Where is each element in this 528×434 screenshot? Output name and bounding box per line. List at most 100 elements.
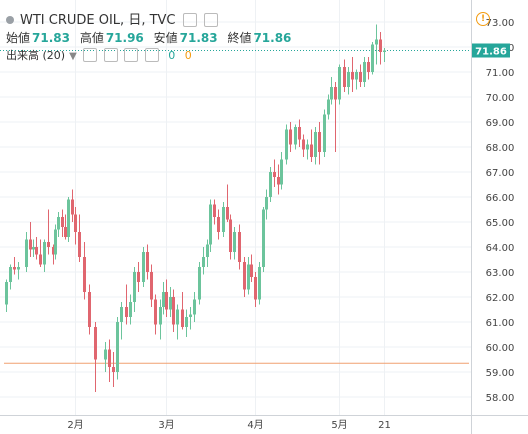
candle-body bbox=[176, 309, 179, 325]
volume-label: 出来高 (20) bbox=[6, 49, 66, 62]
compare-icon[interactable] bbox=[203, 12, 218, 27]
candle-body bbox=[39, 254, 42, 265]
candles bbox=[5, 24, 386, 392]
x-axis: 2月 3月 4月 5月 21 bbox=[0, 415, 528, 431]
candle-body bbox=[142, 252, 145, 282]
candle-body bbox=[226, 207, 229, 220]
candle-body bbox=[74, 214, 77, 232]
y-tick-label: 68.00 bbox=[486, 143, 515, 154]
y-tick-label: 70.00 bbox=[486, 93, 515, 104]
y-tick-label: 58.00 bbox=[486, 393, 515, 404]
candle-body bbox=[338, 67, 341, 100]
candle-body bbox=[347, 72, 350, 87]
candle-body bbox=[294, 127, 297, 145]
last-price-label: 71.86 bbox=[475, 47, 507, 58]
candle-body bbox=[165, 292, 168, 310]
symbol-status-icon bbox=[6, 15, 14, 24]
candle-body bbox=[302, 139, 305, 150]
alert-icon[interactable]: ! bbox=[476, 12, 490, 26]
candle-body bbox=[217, 217, 220, 232]
candle-body bbox=[323, 114, 326, 152]
candle-body bbox=[120, 307, 123, 322]
high-label: 高値 bbox=[79, 31, 104, 45]
candle-body bbox=[265, 197, 268, 210]
candle-body bbox=[94, 327, 97, 360]
y-tick-label: 61.00 bbox=[486, 318, 515, 329]
candle-body bbox=[254, 277, 257, 300]
candle-body bbox=[367, 62, 370, 72]
y-tick-label: 63.00 bbox=[486, 268, 515, 279]
horizontal-line bbox=[0, 50, 471, 364]
candle-body bbox=[67, 199, 70, 237]
candle-body bbox=[277, 177, 280, 185]
candle-body bbox=[35, 247, 38, 255]
more-icon[interactable] bbox=[144, 48, 159, 62]
candle-body bbox=[298, 127, 301, 140]
candle-body bbox=[262, 209, 265, 267]
settings-icon[interactable] bbox=[103, 48, 118, 62]
candle-body bbox=[64, 227, 67, 237]
y-tick-label: 66.00 bbox=[486, 193, 515, 204]
candle-body bbox=[125, 307, 128, 317]
candle-body bbox=[150, 272, 153, 300]
candle-body bbox=[57, 217, 60, 230]
candle-body bbox=[29, 239, 32, 250]
candle-body bbox=[13, 267, 16, 270]
candle-body bbox=[146, 252, 149, 272]
candle-body bbox=[71, 199, 74, 215]
y-axis: 58.00 59.00 60.00 61.00 62.00 63.00 64.00 65.00… bbox=[471, 0, 515, 434]
candle-body bbox=[285, 129, 288, 160]
candle-body bbox=[318, 132, 321, 152]
volume-value: 0 bbox=[168, 49, 176, 62]
eye-icon[interactable] bbox=[83, 48, 98, 62]
delete-icon[interactable] bbox=[124, 48, 139, 62]
x-tick-label: 3月 bbox=[158, 419, 174, 431]
candle-body bbox=[222, 207, 225, 232]
candle-body bbox=[289, 129, 292, 145]
candle-body bbox=[209, 204, 212, 245]
y-tick-label: 60.00 bbox=[486, 343, 515, 354]
close-value: 71.86 bbox=[253, 31, 292, 45]
candle-body bbox=[5, 282, 8, 305]
candle-body bbox=[162, 292, 165, 307]
candle-body bbox=[133, 272, 136, 302]
candle-body bbox=[154, 299, 157, 325]
y-tick-label: 59.00 bbox=[486, 368, 515, 379]
candle-body bbox=[112, 367, 115, 372]
candle-body bbox=[379, 39, 382, 52]
open-value: 71.83 bbox=[32, 31, 70, 45]
candle-body bbox=[243, 262, 246, 290]
candle-body bbox=[229, 219, 232, 252]
candle-body bbox=[169, 297, 172, 310]
open-label: 始値 bbox=[6, 31, 31, 45]
candle-body bbox=[250, 264, 253, 277]
low-value: 71.83 bbox=[179, 31, 218, 45]
candle-body bbox=[314, 132, 317, 157]
chart-grid bbox=[0, 0, 471, 415]
y-tick-label: 73.00 bbox=[486, 18, 515, 29]
candle-body bbox=[327, 99, 330, 115]
settings-icon[interactable] bbox=[182, 12, 197, 27]
candle-body bbox=[355, 72, 358, 80]
candle-body bbox=[25, 239, 28, 267]
candle-body bbox=[238, 232, 241, 262]
candle-body bbox=[61, 217, 64, 227]
high-value: 71.96 bbox=[105, 31, 144, 45]
candle-body bbox=[189, 314, 192, 317]
symbol-title: WTI CRUDE OIL, 日, TVC bbox=[20, 13, 176, 28]
candle-body bbox=[52, 247, 55, 255]
candle-body bbox=[9, 267, 12, 282]
candle-body bbox=[206, 244, 209, 257]
candle-body bbox=[213, 204, 216, 217]
candle-body bbox=[310, 144, 313, 157]
candle-body bbox=[159, 307, 162, 325]
y-tick-label: 67.00 bbox=[486, 168, 515, 179]
candle-body bbox=[172, 297, 175, 325]
chevron-down-icon[interactable]: ▼ bbox=[69, 51, 77, 62]
y-tick-label: 62.00 bbox=[486, 293, 515, 304]
candle-body bbox=[83, 257, 86, 292]
y-tick-label: 64.00 bbox=[486, 243, 515, 254]
candle-body bbox=[54, 229, 57, 255]
candle-body bbox=[32, 247, 35, 250]
